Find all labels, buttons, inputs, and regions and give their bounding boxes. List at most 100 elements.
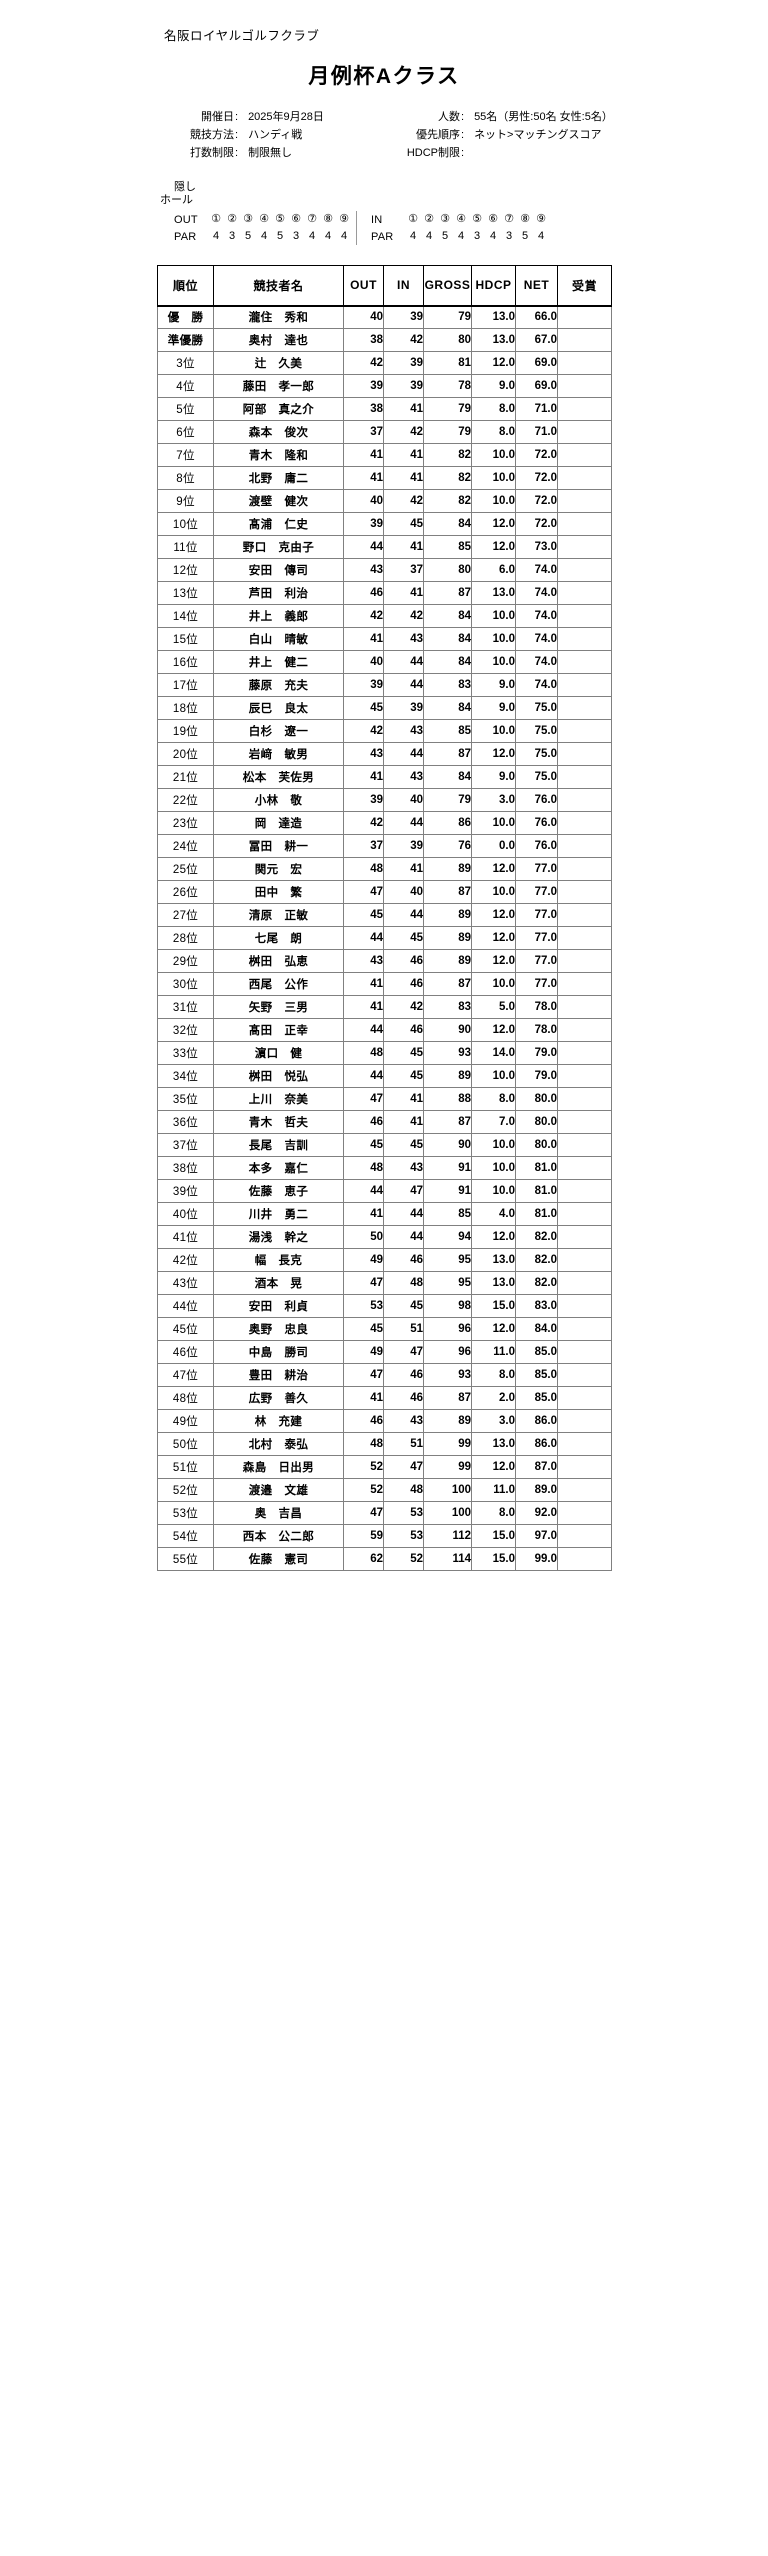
rank-cell: 10位 xyxy=(157,512,214,536)
award-cell xyxy=(557,1087,612,1111)
out-score-cell: 59 xyxy=(343,1524,384,1548)
player-name-cell: 阿部 真之介 xyxy=(213,397,344,421)
player-name-cell: 関元 宏 xyxy=(213,857,344,881)
hidden-holes-section: 隠し ホール OUT ① ② ③ ④ ⑤ ⑥ ⑦ ⑧ ⑨ PAR 4 3 5 4 5 3 4 4 4 IN ① ② ③ ④ ⑤ ⑥… xyxy=(150,180,618,245)
gross-score-cell: 112 xyxy=(423,1524,472,1548)
par-value: 3 xyxy=(228,230,236,242)
net-score-cell: 75.0 xyxy=(515,765,558,789)
par-value: 4 xyxy=(308,230,316,242)
gross-score-cell: 79 xyxy=(423,397,472,421)
gross-score-cell: 76 xyxy=(423,834,472,858)
award-cell xyxy=(557,834,612,858)
gross-score-cell: 93 xyxy=(423,1041,472,1065)
table-row: 13位 芦田 利治 46 41 87 13.0 74.0 xyxy=(157,581,612,605)
out-score-cell: 47 xyxy=(343,1087,384,1111)
in-score-cell: 46 xyxy=(383,1363,424,1387)
player-name-cell: 安田 利貞 xyxy=(213,1294,344,1318)
par-value: 3 xyxy=(505,230,513,242)
rank-cell: 44位 xyxy=(157,1294,214,1318)
gross-score-cell: 94 xyxy=(423,1225,472,1249)
net-score-cell: 85.0 xyxy=(515,1386,558,1410)
hdcp-cell: 12.0 xyxy=(471,926,516,950)
table-row: 4位 藤田 孝一郎 39 39 78 9.0 69.0 xyxy=(157,374,612,398)
out-score-cell: 39 xyxy=(343,673,384,697)
gross-score-cell: 85 xyxy=(423,719,472,743)
in-score-cell: 43 xyxy=(383,1156,424,1180)
hdcp-cell: 0.0 xyxy=(471,834,516,858)
award-cell xyxy=(557,466,612,490)
rank-cell: 37位 xyxy=(157,1133,214,1157)
table-row: 8位 北野 庸二 41 41 82 10.0 72.0 xyxy=(157,466,612,490)
award-cell xyxy=(557,1133,612,1157)
hole-par-line: PAR 4 4 5 4 3 4 3 5 4 xyxy=(371,228,549,245)
meta-value: 制限無し xyxy=(248,146,293,159)
table-row: 33位 濵口 健 48 45 93 14.0 79.0 xyxy=(157,1041,612,1065)
out-score-cell: 37 xyxy=(343,834,384,858)
hole-number: ⑨ xyxy=(536,213,546,225)
table-row: 46位 中島 勝司 49 47 96 11.0 85.0 xyxy=(157,1340,612,1364)
in-score-cell: 47 xyxy=(383,1455,424,1479)
in-score-cell: 39 xyxy=(383,351,424,375)
player-name-cell: 七尾 朗 xyxy=(213,926,344,950)
rank-cell: 35位 xyxy=(157,1087,214,1111)
par-value: 5 xyxy=(276,230,284,242)
meta-field: 人数:55名（男性:50名 女性:5名） xyxy=(382,111,618,123)
in-score-cell: 46 xyxy=(383,972,424,996)
hdcp-cell: 12.0 xyxy=(471,1317,516,1341)
award-cell xyxy=(557,558,612,582)
player-name-cell: 藤原 充夫 xyxy=(213,673,344,697)
meta-row: 打数制限: 制限無し HDCP制限: xyxy=(160,146,618,159)
out-score-cell: 48 xyxy=(343,1156,384,1180)
net-score-cell: 74.0 xyxy=(515,650,558,674)
gross-score-cell: 95 xyxy=(423,1248,472,1272)
in-score-cell: 53 xyxy=(383,1501,424,1525)
out-score-cell: 39 xyxy=(343,788,384,812)
table-row: 25位 関元 宏 48 41 89 12.0 77.0 xyxy=(157,857,612,881)
net-score-cell: 81.0 xyxy=(515,1156,558,1180)
column-header: 順位 xyxy=(157,265,214,307)
meta-label: 開催日 xyxy=(201,110,234,123)
par-value: 4 xyxy=(489,230,497,242)
hdcp-cell: 14.0 xyxy=(471,1041,516,1065)
rank-cell: 27位 xyxy=(157,903,214,927)
in-score-cell: 42 xyxy=(383,489,424,513)
player-name-cell: 岡 達造 xyxy=(213,811,344,835)
award-cell xyxy=(557,926,612,950)
net-score-cell: 67.0 xyxy=(515,328,558,352)
hdcp-cell: 12.0 xyxy=(471,535,516,559)
hdcp-cell: 10.0 xyxy=(471,466,516,490)
hole-number: ④ xyxy=(456,213,466,225)
gross-score-cell: 79 xyxy=(423,788,472,812)
hole-number: ⑥ xyxy=(488,213,498,225)
table-row: 41位 湯浅 幹之 50 44 94 12.0 82.0 xyxy=(157,1225,612,1249)
column-header: GROSS xyxy=(423,265,472,307)
hidden-holes-label-line1: 隠し xyxy=(174,180,196,193)
award-cell xyxy=(557,1363,612,1387)
table-row: 15位 白山 晴敏 41 43 84 10.0 74.0 xyxy=(157,627,612,651)
player-name-cell: 清原 正敏 xyxy=(213,903,344,927)
hdcp-cell: 15.0 xyxy=(471,1294,516,1318)
table-row: 53位奥 吉昌 47 53 100 8.0 92.0 xyxy=(157,1501,612,1525)
out-score-cell: 43 xyxy=(343,949,384,973)
table-row: 48位 広野 善久 41 46 87 2.0 85.0 xyxy=(157,1386,612,1410)
hdcp-cell: 13.0 xyxy=(471,1432,516,1456)
award-cell xyxy=(557,1340,612,1364)
award-cell xyxy=(557,765,612,789)
table-row: 21位 松本 芙佐男 41 43 84 9.0 75.0 xyxy=(157,765,612,789)
gross-score-cell: 78 xyxy=(423,374,472,398)
rank-cell: 54位 xyxy=(157,1524,214,1548)
par-value: 4 xyxy=(457,230,465,242)
gross-score-cell: 81 xyxy=(423,351,472,375)
rank-cell: 22位 xyxy=(157,788,214,812)
table-row: 7位 青木 隆和 41 41 82 10.0 72.0 xyxy=(157,443,612,467)
player-name-cell: 上川 奈美 xyxy=(213,1087,344,1111)
gross-score-cell: 114 xyxy=(423,1547,472,1571)
player-name-cell: 小林 敬 xyxy=(213,788,344,812)
net-score-cell: 76.0 xyxy=(515,811,558,835)
award-cell xyxy=(557,1547,612,1571)
out-score-cell: 41 xyxy=(343,443,384,467)
rank-cell: 31位 xyxy=(157,995,214,1019)
in-score-cell: 46 xyxy=(383,1248,424,1272)
award-cell xyxy=(557,1225,612,1249)
award-cell xyxy=(557,489,612,513)
